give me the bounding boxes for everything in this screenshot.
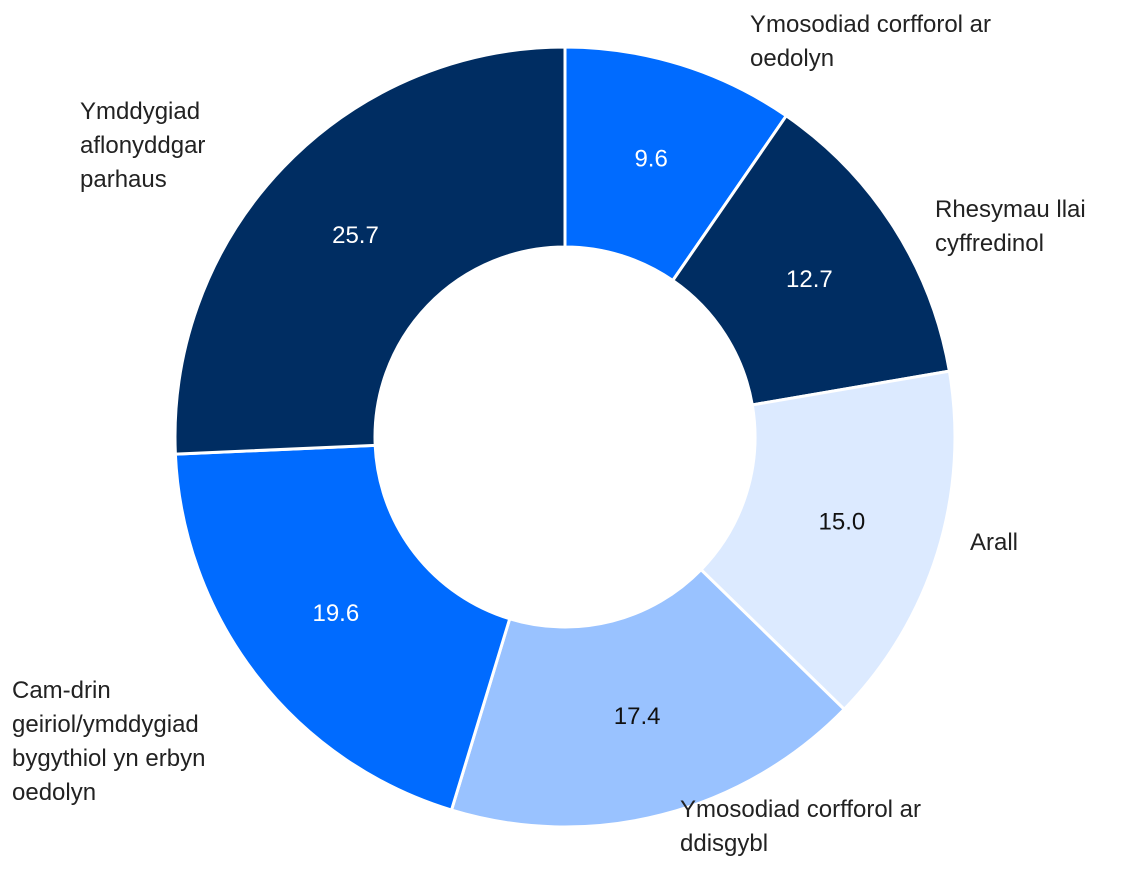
value-label: 9.6 — [634, 145, 667, 172]
value-label: 17.4 — [614, 703, 661, 730]
slice — [563, 45, 789, 283]
slice — [670, 113, 952, 407]
category-label: Rhesymau llai cyffredinol — [935, 196, 1086, 257]
category-label: Cam-drin geiriol/ymddygiad bygythiol yn … — [12, 677, 206, 806]
slice — [173, 45, 567, 456]
slice — [173, 443, 512, 812]
category-label: Ymddygiad aflonyddgar parhaus — [80, 98, 206, 193]
value-label: 12.7 — [786, 266, 833, 293]
value-label: 15.0 — [819, 508, 866, 535]
value-label: 25.7 — [332, 222, 379, 249]
category-label: Ymosodiad corfforol ar oedolyn — [750, 11, 992, 72]
value-label: 19.6 — [312, 600, 359, 627]
category-label: Ymosodiad corfforol ar ddisgybl — [680, 796, 922, 857]
category-label: Arall — [970, 529, 1019, 556]
slice — [449, 567, 847, 829]
slice — [698, 369, 957, 712]
